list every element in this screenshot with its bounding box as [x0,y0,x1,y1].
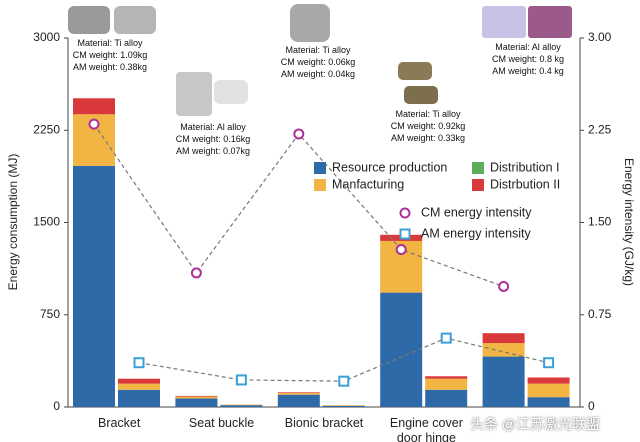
intensity-point [293,128,305,140]
y-tick-label: 0 [53,399,60,413]
annotation-line: Material: Al alloy [495,42,561,52]
bar-segment [175,396,218,399]
bar-segment [277,392,320,393]
bar-segment [425,389,468,407]
y2-tick-label: 0.75 [588,307,612,321]
annotation-line: AM weight: 0.4 kg [492,66,564,76]
y-tick-label: 750 [40,307,60,321]
y-tick-label: 1500 [33,215,60,229]
annotation-line: CM weight: 0.8 kg [491,54,565,64]
legend-label: CM energy intensity [421,205,532,219]
legend-label: Resource production [332,160,447,174]
x-tick-label: Bracket [97,416,141,430]
legend-swatch [472,162,484,174]
annotation-line: AM weight: 0.38kg [72,62,148,72]
legend-swatch [314,179,326,191]
intensity-point [338,375,350,387]
part-image [398,62,432,80]
x-tick-label: Engine cover door hinge [389,416,463,442]
x-tick-label: Bionic bracket [284,416,364,430]
y-tick-label: 3000 [33,30,60,44]
bar-segment [482,333,525,344]
bar-segment [425,378,468,390]
bar-segment [482,356,525,407]
legend-label: Distribution I [490,160,559,174]
bar-segment [73,165,115,407]
annotation-line: Material: Ti alloy [395,109,461,119]
legend-label: Distrbution II [490,177,560,191]
part-image [176,72,212,116]
part-annotation: Material: Ti alloy CM weight: 1.09kg AM we… [50,37,170,73]
part-annotation: Material: Al alloy CM weight: 0.16kg AM we… [153,121,273,157]
y-tick-label: 2250 [33,122,60,136]
y2-axis-title: Energy intensity (GJ/kg) [622,158,636,286]
bar-segment [425,376,468,379]
bar-segment [277,392,320,395]
bar-segment [175,395,218,397]
intensity-point [543,357,555,369]
legend-label: Manfacturing [332,177,404,191]
x-tick-label: Seat buckle [188,416,255,430]
bar-segment [322,405,365,406]
intensity-point [498,280,510,292]
annotation-line: Material: Al alloy [180,122,246,132]
bar-segment [220,404,263,406]
y-axis-title: Energy consumption (MJ) [6,154,20,291]
intensity-point [235,374,247,386]
y2-tick-label: 1.50 [588,215,612,229]
watermark: 头条 @江苏激光联盟 [470,416,601,432]
part-annotation: Material: Al alloy CM weight: 0.8 kg AM we… [468,41,588,77]
intensity-point [395,244,407,256]
intensity-point [88,118,100,130]
part-image [114,6,156,34]
bar-segment [527,383,570,398]
part-image [482,6,526,38]
bar-segment [527,377,570,384]
bar-segment [482,343,525,357]
part-annotation: Material: Ti alloy CM weight: 0.92kg AM we… [368,108,488,144]
intensity-point [190,267,202,279]
bar-segment [118,389,160,407]
legend-swatch [472,179,484,191]
intensity-point [440,332,452,344]
part-image [214,80,248,104]
part-image [404,86,438,104]
annotation-line: CM weight: 0.06kg [280,57,356,67]
annotation-line: Material: Ti alloy [77,38,143,48]
y2-tick-label: 0 [588,399,595,413]
annotation-line: AM weight: 0.04kg [280,69,356,79]
part-image [290,4,330,42]
bar-segment [380,292,423,407]
bar-segment [527,397,570,407]
legend-label: AM energy intensity [421,226,532,240]
part-images [68,4,572,116]
annotation-line: Material: Ti alloy [285,45,351,55]
intensity-point [133,357,145,369]
bar-segment [322,405,365,407]
bar-segment [118,378,160,384]
bar-segment [277,394,320,407]
annotation-line: CM weight: 1.09kg [72,50,148,60]
y2-tick-label: 2.25 [588,122,612,136]
y2-tick-label: 3.00 [588,30,612,44]
bar-segment [118,383,160,390]
bar-segment [220,405,263,407]
part-annotation: Material: Ti alloy CM weight: 0.06kg AM we… [258,44,378,80]
bar-segment [175,398,218,407]
legend-marker [399,207,411,219]
annotation-line: AM weight: 0.07kg [175,146,251,156]
annotation-line: AM weight: 0.33kg [390,133,466,143]
part-image [528,6,572,38]
annotation-line: CM weight: 0.16kg [175,134,251,144]
legend-swatch [314,162,326,174]
bar-segment [73,98,115,115]
part-image [68,6,110,34]
legend-marker [399,228,411,240]
annotation-line: CM weight: 0.92kg [390,121,466,131]
